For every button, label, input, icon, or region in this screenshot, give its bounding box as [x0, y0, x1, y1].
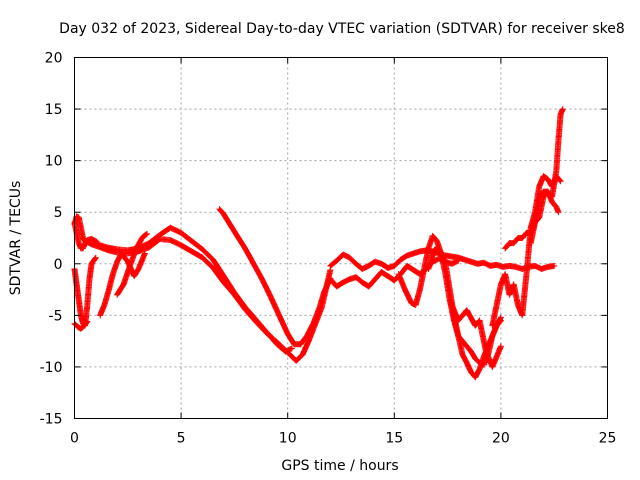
x-axis-label: GPS time / hours [281, 458, 398, 474]
data-points [71, 106, 566, 381]
y-tick-label: 20 [45, 51, 63, 67]
data-series-s6 [71, 254, 99, 329]
data-series-s5 [97, 250, 148, 319]
tick-labels: 0 5 10 15 20 25 -15 -10 -5 0 5 10 15 20 [40, 51, 617, 447]
y-axis-label: SDTVAR / TECUs [8, 181, 24, 296]
y-tick-label: -15 [40, 412, 63, 428]
data-series-s4 [114, 230, 150, 298]
x-tick-label: 10 [279, 431, 297, 447]
x-tick-label: 25 [599, 431, 617, 447]
chart-title: Day 032 of 2023, Sidereal Day-to-day VTE… [59, 21, 625, 37]
data-series-s11 [425, 244, 504, 381]
data-series-s12 [446, 296, 504, 370]
plot-frame [74, 57, 608, 419]
x-tick-label: 5 [177, 431, 186, 447]
x-tick-label: 0 [70, 431, 79, 447]
y-tick-label: 10 [45, 154, 63, 170]
y-tick-label: -5 [49, 308, 63, 324]
axis-ticks [74, 57, 608, 419]
x-tick-label: 20 [492, 431, 510, 447]
data-series-s1 [71, 219, 295, 355]
x-tick-label: 15 [385, 431, 403, 447]
y-tick-label: 5 [54, 205, 63, 221]
grid [74, 57, 608, 419]
y-tick-label: 15 [45, 102, 63, 118]
data-series-s15 [502, 188, 562, 252]
y-tick-label: 0 [54, 257, 63, 273]
y-tick-label: -10 [40, 360, 63, 376]
data-series-s3 [216, 206, 334, 348]
